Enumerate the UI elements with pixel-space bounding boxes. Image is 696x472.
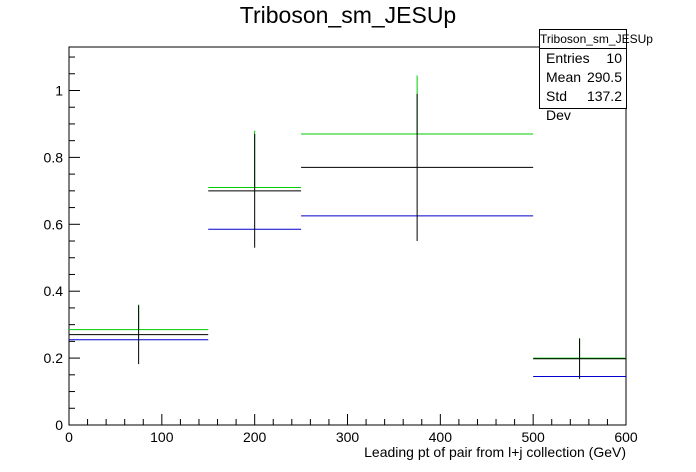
- x-tick-label: 600: [614, 429, 638, 445]
- y-tick-label: 0: [55, 417, 63, 433]
- x-tick-label: 300: [336, 429, 360, 445]
- x-tick-label: 0: [65, 429, 73, 445]
- stats-row-entries: Entries 10: [540, 49, 626, 68]
- stats-label: Std Dev: [546, 88, 571, 123]
- tick-labels: 0 100 200 300 400 500 600 0 0.2 0.4 0.6 0.8 1: [44, 82, 638, 445]
- stats-box-title: Triboson_sm_JESUp: [540, 30, 653, 49]
- stats-row-mean: Mean 290.5: [540, 68, 626, 87]
- x-axis-label: Leading pt of pair from l+j collection (…: [364, 444, 626, 460]
- y-tick-label: 0.8: [44, 149, 64, 165]
- stats-value: 137.2: [586, 88, 622, 104]
- x-tick-label: 200: [243, 429, 267, 445]
- stats-value: 10: [606, 50, 622, 66]
- stats-label: Mean: [546, 69, 582, 85]
- stats-row-stddev: Std Dev 137.2: [540, 87, 626, 123]
- axis-ticks: [68, 56, 627, 426]
- stats-box: Triboson_sm_JESUp Entries 10 Mean 290.5 …: [539, 29, 653, 123]
- histogram-series: [69, 75, 626, 379]
- x-tick-label: 500: [521, 429, 545, 445]
- y-tick-label: 0.2: [44, 350, 64, 366]
- stats-value: 290.5: [586, 69, 622, 85]
- chart-title: Triboson_sm_JESUp: [239, 2, 457, 28]
- stats-label: Entries: [546, 50, 590, 66]
- y-tick-label: 0.6: [44, 216, 64, 232]
- y-tick-label: 1: [55, 82, 63, 98]
- x-tick-label: 100: [150, 429, 174, 445]
- y-tick-label: 0.4: [44, 283, 64, 299]
- x-tick-label: 400: [429, 429, 453, 445]
